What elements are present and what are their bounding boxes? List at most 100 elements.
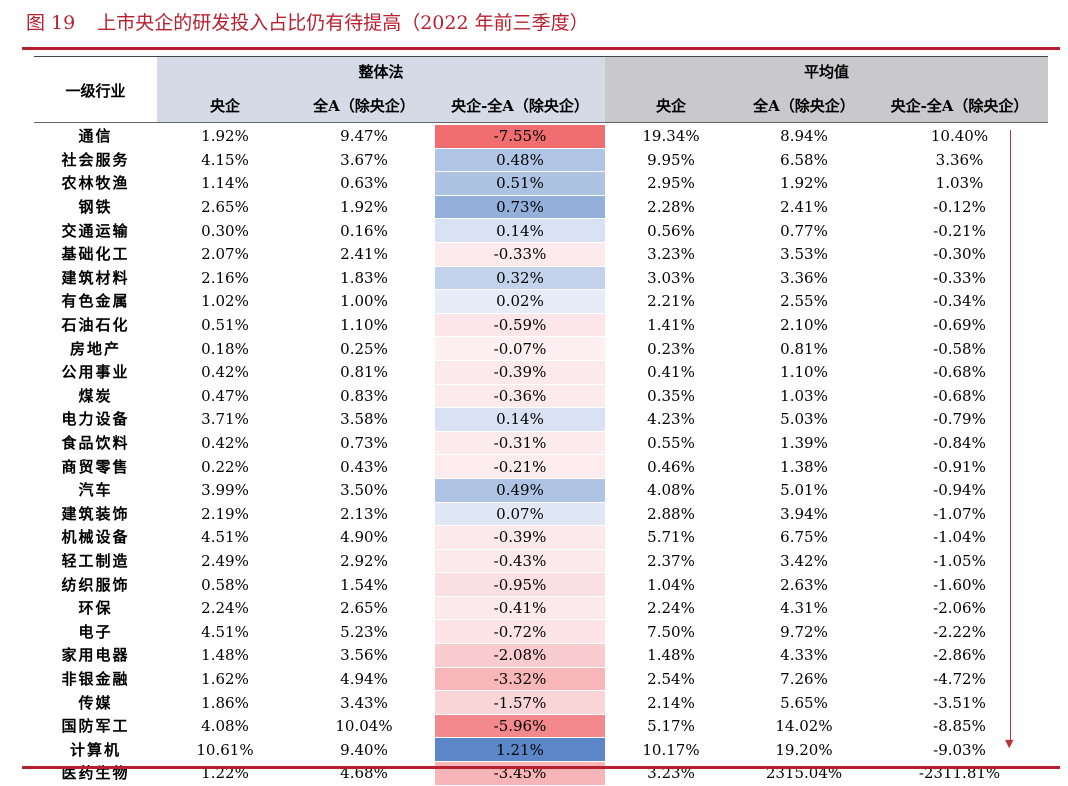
figure-title: 图 19 上市央企的研发投入占比仍有待提高（2022 年前三季度）	[26, 8, 589, 38]
table-body: 通信 1.92% 9.47% -7.55% 19.34% 8.94% 10.40% 社会服务 4…	[34, 124, 1048, 786]
all-a-cell: 2.41%	[340, 245, 388, 264]
diff-cell: -0.39%	[435, 525, 605, 550]
soe-cell: 1.92%	[201, 127, 249, 146]
table-row: 有色金属 1.02% 1.00% 0.02% 2.21% 2.55% -0.34%	[34, 289, 1048, 314]
avg-all-a-cell: 2.63%	[780, 575, 828, 594]
avg-diff-cell: -8.85%	[933, 717, 986, 736]
diff-cell: -1.57%	[435, 690, 605, 715]
industry-cell: 商贸零售	[61, 457, 130, 476]
avg-all-a-cell: 3.42%	[780, 551, 828, 570]
avg-soe-cell: 1.48%	[647, 646, 695, 665]
avg-soe-cell: 5.17%	[647, 717, 695, 736]
diff-cell: -0.33%	[435, 241, 605, 267]
soe-cell: 1.48%	[201, 646, 249, 665]
industry-cell: 建筑材料	[61, 268, 130, 287]
header-col-diff-avg: 央企-全A（除央企）	[890, 97, 1029, 115]
all-a-cell: 0.16%	[340, 221, 388, 240]
table-row: 机械设备 4.51% 4.90% -0.39% 5.71% 6.75% -1.04%	[34, 525, 1048, 550]
avg-all-a-cell: 0.77%	[780, 221, 828, 240]
diff-cell: 0.14%	[435, 407, 605, 432]
avg-soe-cell: 5.71%	[647, 528, 695, 547]
all-a-cell: 3.50%	[340, 481, 388, 500]
table-top-border	[34, 56, 1048, 57]
all-a-cell: 10.04%	[335, 717, 393, 736]
avg-soe-cell: 2.37%	[647, 551, 695, 570]
table-row: 计算机 10.61% 9.40% 1.21% 10.17% 19.20% -9.03%	[34, 737, 1048, 763]
table-row: 建筑材料 2.16% 1.83% 0.32% 3.03% 3.36% -0.33%	[34, 265, 1048, 291]
all-a-cell: 0.73%	[340, 434, 388, 453]
soe-cell: 1.86%	[201, 693, 249, 712]
avg-diff-cell: -9.03%	[933, 740, 986, 759]
soe-cell: 2.65%	[201, 198, 249, 217]
avg-diff-cell: -0.94%	[933, 481, 986, 500]
header-group-overall: 整体法	[358, 63, 404, 81]
industry-cell: 传媒	[78, 693, 113, 712]
table-row: 传媒 1.86% 3.43% -1.57% 2.14% 5.65% -3.51%	[34, 690, 1048, 715]
avg-all-a-cell: 4.31%	[780, 599, 828, 618]
avg-all-a-cell: 3.36%	[780, 268, 828, 287]
avg-diff-cell: 1.03%	[935, 174, 984, 193]
soe-cell: 0.30%	[201, 221, 249, 240]
avg-soe-cell: 4.23%	[647, 410, 695, 429]
avg-soe-cell: 2.14%	[647, 693, 695, 712]
avg-soe-cell: 2.24%	[647, 599, 695, 618]
all-a-cell: 0.63%	[340, 174, 388, 193]
avg-diff-cell: -0.33%	[933, 268, 986, 287]
table-row: 通信 1.92% 9.47% -7.55% 19.34% 8.94% 10.40%	[34, 124, 1048, 149]
avg-all-a-cell: 2.55%	[780, 292, 828, 311]
all-a-cell: 1.54%	[340, 575, 388, 594]
avg-all-a-cell: 0.81%	[780, 339, 828, 358]
table-row: 商贸零售 0.22% 0.43% -0.21% 0.46% 1.38% -0.91%	[34, 454, 1048, 479]
diff-cell: -7.55%	[435, 124, 605, 149]
table-row: 环保 2.24% 2.65% -0.41% 2.24% 4.31% -2.06%	[34, 595, 1048, 621]
industry-cell: 通信	[78, 127, 113, 146]
industry-cell: 非银金融	[61, 669, 130, 688]
all-a-cell: 0.43%	[340, 457, 388, 476]
soe-cell: 0.22%	[201, 457, 249, 476]
avg-all-a-cell: 5.65%	[780, 693, 828, 712]
table-row: 公用事业 0.42% 0.81% -0.39% 0.41% 1.10% -0.68%	[34, 359, 1048, 385]
all-a-cell: 1.00%	[340, 292, 388, 311]
figure-number: 图 19	[26, 12, 76, 34]
diff-cell: -0.07%	[435, 336, 605, 361]
avg-all-a-cell: 1.92%	[780, 174, 828, 193]
bottom-rule	[22, 766, 1060, 769]
all-a-cell: 2.13%	[340, 504, 388, 523]
soe-cell: 0.47%	[201, 386, 249, 405]
soe-cell: 1.02%	[201, 292, 249, 311]
all-a-cell: 9.40%	[340, 740, 388, 759]
avg-all-a-cell: 14.02%	[775, 717, 833, 736]
industry-cell: 社会服务	[61, 150, 130, 169]
header-col-all-a-avg: 全A（除央企）	[753, 97, 855, 115]
down-arrow-icon: ▼	[1005, 737, 1014, 750]
table-row: 基础化工 2.07% 2.41% -0.33% 3.23% 3.53% -0.30%	[34, 241, 1048, 267]
avg-all-a-cell: 1.10%	[780, 363, 828, 382]
soe-cell: 4.51%	[201, 528, 249, 547]
industry-cell: 环保	[78, 599, 113, 618]
table-row: 石油石化 0.51% 1.10% -0.59% 1.41% 2.10% -0.69%	[34, 312, 1048, 338]
avg-all-a-cell: 5.01%	[780, 481, 828, 500]
diff-cell: -2.08%	[435, 643, 605, 668]
all-a-cell: 2.92%	[340, 551, 388, 570]
diff-cell: -0.36%	[435, 383, 605, 409]
soe-cell: 2.19%	[201, 504, 249, 523]
soe-cell: 1.14%	[201, 174, 249, 193]
soe-cell: 1.62%	[201, 669, 249, 688]
avg-diff-cell: -0.21%	[933, 221, 986, 240]
soe-cell: 2.16%	[201, 268, 249, 287]
header-col-soe-avg: 央企	[655, 97, 686, 115]
avg-soe-cell: 3.03%	[647, 268, 695, 287]
avg-diff-cell: 10.40%	[930, 127, 989, 146]
diff-cell: 0.02%	[435, 289, 605, 314]
avg-all-a-cell: 1.03%	[780, 386, 828, 405]
avg-diff-cell: -0.68%	[933, 386, 986, 405]
soe-cell: 0.58%	[201, 575, 249, 594]
soe-cell: 3.99%	[201, 481, 249, 500]
all-a-cell: 0.25%	[340, 339, 388, 358]
avg-all-a-cell: 1.38%	[780, 457, 828, 476]
avg-all-a-cell: 3.53%	[780, 245, 828, 264]
avg-diff-cell: -1.05%	[933, 551, 986, 570]
table-row: 社会服务 4.15% 3.67% 0.48% 9.95% 6.58% 3.36%	[34, 147, 1048, 173]
table-row: 钢铁 2.65% 1.92% 0.73% 2.28% 2.41% -0.12%	[34, 194, 1048, 220]
soe-cell: 4.51%	[201, 622, 249, 641]
